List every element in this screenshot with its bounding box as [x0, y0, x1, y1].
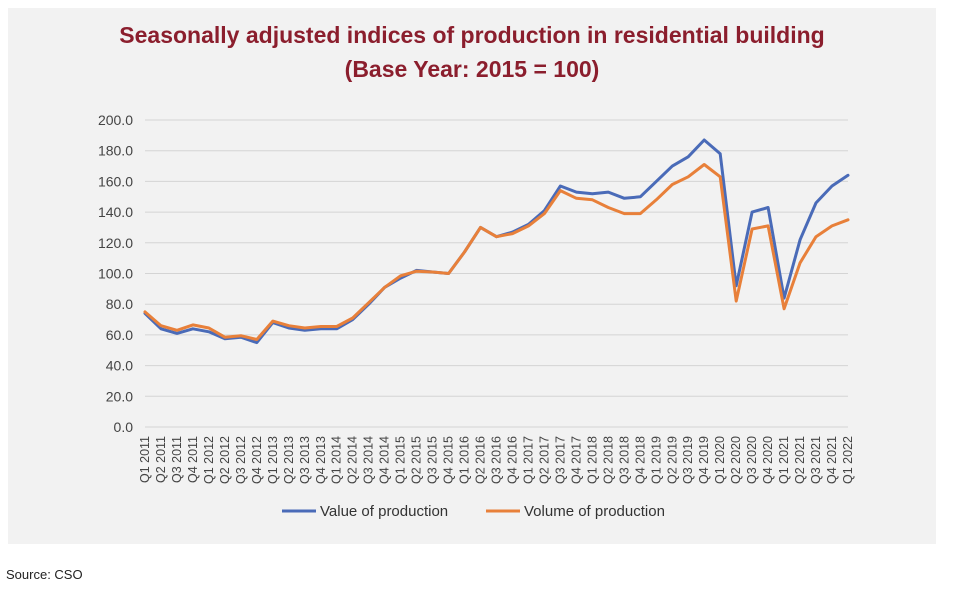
chart-title-line2: (Base Year: 2015 = 100) — [344, 56, 600, 82]
x-tick-label: Q2 2014 — [346, 436, 360, 484]
x-tick-label: Q1 2011 — [138, 436, 152, 483]
x-tick-label: Q4 2018 — [633, 436, 647, 484]
y-tick-label: 40.0 — [106, 358, 133, 374]
x-tick-label: Q4 2019 — [697, 436, 711, 484]
x-tick-label: Q1 2012 — [202, 436, 216, 484]
y-tick-label: 20.0 — [106, 388, 133, 404]
x-tick-label: Q3 2015 — [426, 436, 440, 484]
y-tick-label: 180.0 — [98, 143, 133, 159]
x-tick-label: Q1 2013 — [266, 436, 280, 484]
x-tick-label: Q4 2015 — [442, 436, 456, 484]
x-tick-label: Q2 2015 — [410, 436, 424, 484]
x-tick-label: Q3 2020 — [745, 436, 759, 484]
y-tick-label: 60.0 — [106, 327, 133, 343]
x-tick-label: Q2 2019 — [665, 436, 679, 484]
x-tick-label: Q3 2021 — [809, 436, 823, 484]
x-tick-label: Q3 2018 — [617, 436, 631, 484]
x-tick-label: Q2 2020 — [729, 436, 743, 484]
x-tick-label: Q4 2012 — [250, 436, 264, 484]
x-tick-label: Q3 2016 — [490, 436, 504, 484]
series-lines — [143, 138, 850, 345]
x-tick-label: Q2 2013 — [282, 436, 296, 484]
x-tick-label: Q1 2015 — [394, 436, 408, 484]
x-tick-label: Q2 2017 — [537, 436, 551, 484]
x-tick-label: Q2 2012 — [218, 436, 232, 484]
x-tick-label: Q1 2022 — [841, 436, 855, 484]
series-line-volume — [143, 163, 850, 341]
x-tick-label: Q4 2017 — [569, 436, 583, 484]
series-line-value — [143, 138, 850, 345]
y-tick-label: 100.0 — [98, 266, 133, 282]
x-tick-label: Q1 2020 — [713, 436, 727, 484]
x-tick-label: Q1 2016 — [458, 436, 472, 484]
x-tick-label: Q4 2016 — [505, 436, 519, 484]
y-tick-label: 80.0 — [106, 296, 133, 312]
y-axis-labels: 200.0 180.0 160.0 140.0 120.0 100.0 80.0 60.0 40… — [98, 112, 133, 435]
x-tick-label: Q1 2021 — [777, 436, 791, 484]
x-tick-label: Q4 2011 — [186, 436, 200, 483]
x-tick-label: Q2 2011 — [154, 436, 168, 483]
x-tick-label: Q4 2014 — [378, 436, 392, 484]
y-tick-label: 120.0 — [98, 235, 133, 251]
y-tick-label: 140.0 — [98, 204, 133, 220]
x-tick-label: Q3 2014 — [362, 436, 376, 484]
x-tick-label: Q1 2018 — [585, 436, 599, 484]
legend: Value of production Volume of production — [282, 503, 665, 520]
x-tick-label: Q4 2021 — [825, 436, 839, 484]
x-tick-label: Q4 2013 — [314, 436, 328, 484]
x-tick-label: Q1 2019 — [649, 436, 663, 484]
x-tick-label: Q3 2017 — [553, 436, 567, 484]
x-tick-label: Q3 2019 — [681, 436, 695, 484]
legend-label: Volume of production — [524, 503, 665, 520]
x-tick-label: Q2 2018 — [601, 436, 615, 484]
x-axis-labels: Q1 2011 Q2 2011 Q3 2011 Q4 2011 Q1 2012 Q2 20… — [138, 436, 855, 484]
chart-title: Seasonally adjusted indices of productio… — [0, 18, 944, 86]
legend-label: Value of production — [320, 503, 448, 520]
x-tick-label: Q3 2012 — [234, 436, 248, 484]
x-tick-label: Q4 2020 — [761, 436, 775, 484]
y-tick-label: 160.0 — [98, 173, 133, 189]
x-tick-label: Q2 2021 — [793, 436, 807, 484]
y-tick-label: 200.0 — [98, 112, 133, 128]
x-tick-label: Q2 2016 — [474, 436, 488, 484]
x-tick-label: Q1 2014 — [330, 436, 344, 484]
x-tick-label: Q3 2011 — [170, 436, 184, 483]
x-tick-label: Q1 2017 — [521, 436, 535, 484]
chart-title-line1: Seasonally adjusted indices of productio… — [119, 22, 825, 48]
x-tick-label: Q3 2013 — [298, 436, 312, 484]
y-tick-label: 0.0 — [114, 419, 134, 435]
source-note: Source: CSO — [6, 567, 83, 582]
